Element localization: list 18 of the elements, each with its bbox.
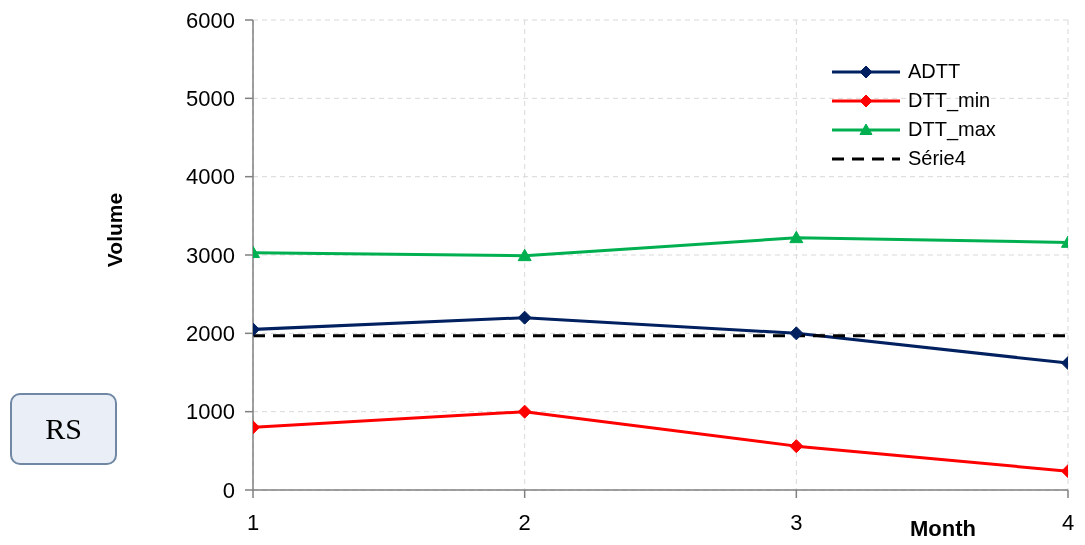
y-tick-label: 1000 bbox=[186, 399, 235, 425]
y-tick-label: 3000 bbox=[186, 242, 235, 268]
y-axis-title: Volume bbox=[103, 192, 127, 268]
y-tick-label: 5000 bbox=[186, 86, 235, 112]
y-tick-label: 4000 bbox=[186, 164, 235, 190]
x-tick-label: 4 bbox=[1061, 509, 1075, 535]
x-axis-title: Month bbox=[910, 516, 976, 542]
y-tick-label: 0 bbox=[222, 477, 235, 503]
legend-label: DTT_max bbox=[908, 118, 996, 141]
y-tick-label: 2000 bbox=[186, 321, 235, 347]
x-tick-label: 3 bbox=[790, 509, 803, 535]
y-tick-label: 6000 bbox=[186, 7, 235, 33]
x-tick-label: 2 bbox=[518, 509, 531, 535]
legend-label: DTT_min bbox=[908, 89, 991, 112]
legend-label: ADTT bbox=[908, 60, 961, 83]
text: RS bbox=[10, 393, 117, 465]
legend-label: Série4 bbox=[908, 147, 966, 170]
x-tick-label: 1 bbox=[246, 509, 260, 535]
